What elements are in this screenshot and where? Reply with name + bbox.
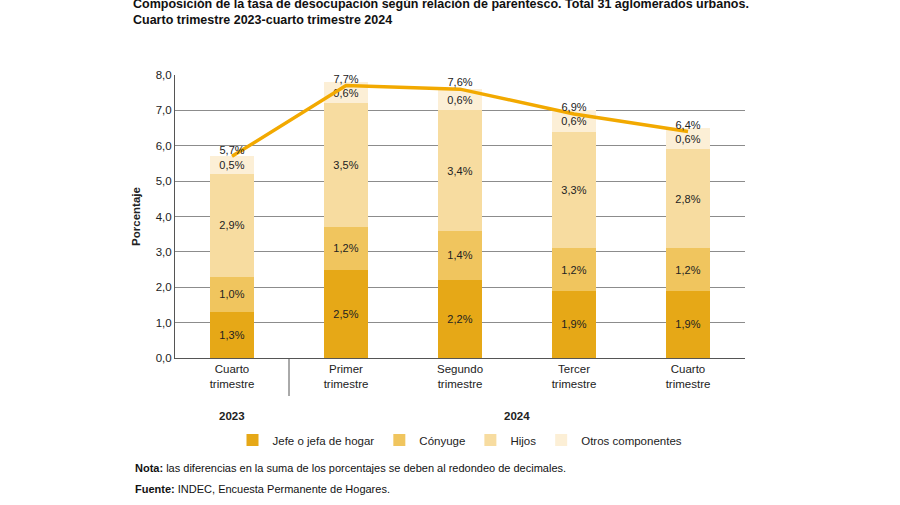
svg-text:2,9%: 2,9% bbox=[219, 219, 244, 231]
svg-text:2,0: 2,0 bbox=[156, 281, 172, 293]
svg-text:Cuartotrimestre: Cuartotrimestre bbox=[666, 363, 711, 390]
svg-text:3,4%: 3,4% bbox=[447, 165, 472, 177]
svg-text:Cónyuge: Cónyuge bbox=[419, 435, 465, 447]
svg-text:0,6%: 0,6% bbox=[333, 87, 358, 99]
svg-text:0,6%: 0,6% bbox=[447, 94, 472, 106]
svg-text:6,9%: 6,9% bbox=[561, 101, 586, 113]
svg-text:Tercertrimestre: Tercertrimestre bbox=[552, 363, 597, 390]
svg-text:3,3%: 3,3% bbox=[561, 184, 586, 196]
svg-text:8,0: 8,0 bbox=[156, 69, 172, 81]
svg-text:1,2%: 1,2% bbox=[333, 242, 358, 254]
svg-text:1,9%: 1,9% bbox=[561, 318, 586, 330]
svg-text:2,2%: 2,2% bbox=[447, 313, 472, 325]
svg-text:2024: 2024 bbox=[504, 410, 530, 422]
svg-text:7,0: 7,0 bbox=[156, 104, 172, 116]
svg-text:0,6%: 0,6% bbox=[675, 133, 700, 145]
svg-text:Jefe o jefa de hogar: Jefe o jefa de hogar bbox=[273, 435, 375, 447]
svg-text:1,0: 1,0 bbox=[156, 317, 172, 329]
svg-text:1,9%: 1,9% bbox=[675, 318, 700, 330]
svg-text:Otros componentes: Otros componentes bbox=[581, 435, 682, 447]
svg-text:1,4%: 1,4% bbox=[447, 249, 472, 261]
svg-text:5,7%: 5,7% bbox=[219, 144, 244, 156]
svg-text:7,6%: 7,6% bbox=[447, 76, 472, 88]
svg-text:Porcentaje: Porcentaje bbox=[130, 187, 142, 246]
svg-text:1,3%: 1,3% bbox=[219, 329, 244, 341]
svg-text:Nota: las diferencias en la su: Nota: las diferencias en la suma de los … bbox=[135, 462, 566, 474]
svg-text:5,0: 5,0 bbox=[156, 175, 172, 187]
svg-text:Primertrimestre: Primertrimestre bbox=[324, 363, 369, 390]
svg-text:0,0: 0,0 bbox=[156, 352, 172, 364]
svg-text:2,8%: 2,8% bbox=[675, 193, 700, 205]
svg-text:0,5%: 0,5% bbox=[219, 159, 244, 171]
svg-text:Cuartotrimestre: Cuartotrimestre bbox=[210, 363, 255, 390]
svg-text:Fuente: INDEC, Encuesta Perman: Fuente: INDEC, Encuesta Permanente de Ho… bbox=[135, 483, 390, 495]
svg-text:6,0: 6,0 bbox=[156, 140, 172, 152]
svg-text:7,7%: 7,7% bbox=[333, 73, 358, 85]
svg-text:6,4%: 6,4% bbox=[675, 119, 700, 131]
svg-text:Segundotrimestre: Segundotrimestre bbox=[437, 363, 483, 390]
svg-text:3,5%: 3,5% bbox=[333, 159, 358, 171]
svg-text:3,0: 3,0 bbox=[156, 246, 172, 258]
svg-text:2,5%: 2,5% bbox=[333, 308, 358, 320]
svg-text:1,0%: 1,0% bbox=[219, 288, 244, 300]
svg-text:1,2%: 1,2% bbox=[675, 264, 700, 276]
svg-text:2023: 2023 bbox=[219, 410, 245, 422]
svg-text:Composición de la tasa de deso: Composición de la tasa de desocupación s… bbox=[133, 0, 749, 27]
svg-text:Hijos: Hijos bbox=[510, 435, 536, 447]
svg-text:0,6%: 0,6% bbox=[561, 115, 586, 127]
svg-text:4,0: 4,0 bbox=[156, 211, 172, 223]
svg-text:1,2%: 1,2% bbox=[561, 264, 586, 276]
